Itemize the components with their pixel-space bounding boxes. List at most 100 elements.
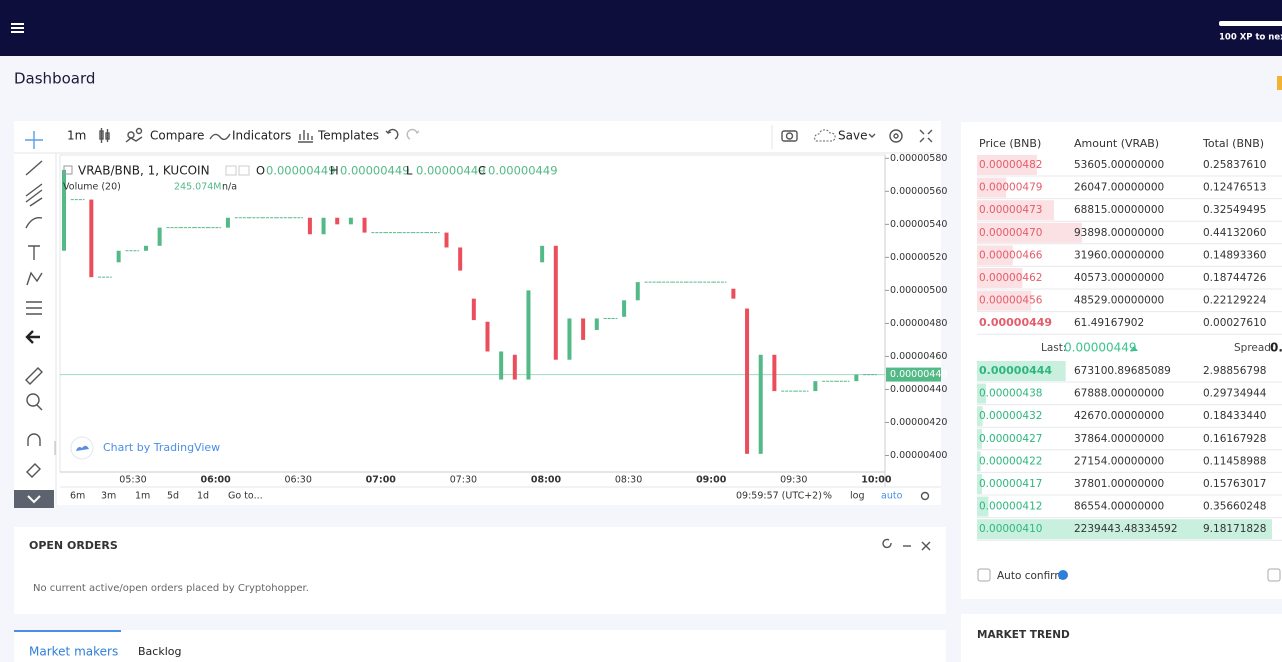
volume-value: 245.074M — [174, 182, 221, 193]
x-tick-label: 05:30 — [119, 475, 146, 486]
cell: 37801.00000000 — [1074, 478, 1164, 490]
cell: 0.35660248 — [1203, 501, 1266, 513]
save-menu[interactable] — [868, 133, 876, 138]
templates-button[interactable]: Templates — [317, 129, 379, 143]
panel-title: MARKET TREND — [977, 629, 1070, 641]
cell: 0.44132060 — [1203, 227, 1266, 239]
candle — [526, 290, 531, 380]
range-button[interactable]: 1d — [197, 491, 209, 502]
ohlc-key: O — [256, 164, 265, 178]
range-button[interactable]: 3m — [101, 491, 116, 502]
watermark[interactable]: Chart by TradingView — [103, 441, 220, 454]
cell: 0.00000417 — [979, 478, 1042, 490]
fullscreen[interactable] — [919, 129, 933, 143]
y-tick-label: 0.00000520 — [890, 252, 947, 263]
cell: 86554.00000000 — [1074, 501, 1164, 513]
cell: 0.00000456 — [979, 295, 1043, 307]
cell: 0.00000412 — [979, 501, 1042, 513]
x-tick-label: 07:30 — [450, 475, 477, 486]
save-button[interactable]: Save — [838, 129, 867, 143]
cell: 2239443.48334592 — [1074, 523, 1178, 535]
x-tick-label: 08:00 — [531, 475, 562, 486]
cloud-icon[interactable] — [814, 129, 836, 142]
range-button[interactable]: 5d — [167, 491, 179, 502]
range-button[interactable]: 6m — [70, 491, 85, 502]
up-arrow — [1130, 346, 1138, 351]
ohlc-value: 0.00000449 — [416, 164, 486, 178]
interval[interactable]: 1m — [67, 129, 86, 143]
drawing-tools[interactable] — [25, 131, 43, 478]
footer-settings[interactable] — [920, 491, 930, 501]
candle-icon[interactable] — [99, 128, 110, 143]
cell: 40573.00000000 — [1074, 272, 1164, 284]
candle — [458, 247, 463, 271]
scale-button: log — [850, 491, 864, 502]
auto-confirm: Auto confirm — [997, 570, 1065, 582]
compare-icon[interactable] — [125, 127, 143, 143]
templates-icon[interactable] — [298, 130, 313, 143]
tv-cloud — [76, 445, 89, 451]
cell: 0.14893360 — [1203, 249, 1266, 261]
candle — [62, 169, 66, 251]
active-tab-line — [14, 630, 121, 632]
depth-bar — [977, 245, 1013, 266]
candle — [499, 351, 504, 380]
collapse-box[interactable] — [63, 165, 73, 175]
x-tick-label: 10:00 — [861, 475, 892, 486]
legend-icon[interactable] — [238, 165, 250, 176]
checkbox[interactable] — [977, 568, 991, 582]
y-tick-label: 0.00000580 — [890, 153, 947, 164]
candle — [485, 321, 490, 352]
menu-button[interactable] — [11, 23, 24, 33]
spread-label: Spread: — [1234, 342, 1275, 354]
depth-bar — [977, 155, 1037, 175]
last-value: 0.00000449 — [1064, 341, 1137, 355]
candle — [553, 245, 558, 360]
x-tick-label: 09:30 — [780, 475, 807, 486]
last-price-label: 0.00000449 — [890, 369, 947, 380]
ohlc-key: L — [406, 164, 413, 178]
snapshot[interactable] — [781, 130, 798, 142]
tabs-panel — [14, 630, 946, 662]
cell: 0.15763017 — [1203, 478, 1266, 490]
range-button[interactable]: Go to... — [228, 491, 263, 502]
checkbox[interactable] — [1267, 568, 1281, 582]
candle — [567, 318, 572, 360]
y-tick-label: 0.00000460 — [890, 351, 947, 362]
y-tick-label: 0.00000440 — [890, 384, 947, 395]
redo[interactable] — [406, 128, 420, 140]
column-header: Amount (VRAB) — [1074, 137, 1159, 150]
range-button[interactable]: 1m — [135, 491, 150, 502]
undo[interactable] — [385, 128, 399, 140]
help-icon[interactable] — [1058, 570, 1068, 580]
candle — [307, 217, 312, 235]
depth-bar — [977, 290, 1032, 311]
candle — [225, 217, 230, 228]
scale-button: auto — [881, 491, 903, 502]
compare-button[interactable]: Compare — [150, 129, 204, 143]
xp-label: 100 XP to next le — [1219, 33, 1282, 43]
settings[interactable] — [889, 129, 903, 143]
indicators-button[interactable]: Indicators — [232, 129, 291, 143]
candle — [362, 217, 367, 233]
cell: 0.16167928 — [1203, 433, 1266, 445]
cell: 0.00000422 — [979, 455, 1042, 467]
candle — [157, 227, 162, 246]
candle — [116, 250, 121, 263]
candle — [89, 199, 94, 278]
tab[interactable]: Market makers — [29, 645, 118, 659]
candle — [512, 354, 517, 380]
scale-button: % — [823, 491, 832, 502]
clock: 09:59:57 (UTC+2) — [736, 491, 822, 502]
candle — [335, 217, 340, 225]
tab[interactable]: Backlog — [138, 645, 181, 658]
tools-collapse[interactable] — [14, 490, 54, 508]
cell: 0.18433440 — [1203, 410, 1266, 422]
candle — [622, 300, 627, 317]
indicators-icon[interactable] — [209, 133, 231, 141]
legend-icon[interactable] — [225, 165, 237, 176]
y-tick-label: 0.00000560 — [890, 186, 947, 197]
cell: 61.49167902 — [1074, 317, 1144, 329]
candle — [143, 245, 148, 251]
x-tick-label: 06:00 — [200, 475, 231, 486]
